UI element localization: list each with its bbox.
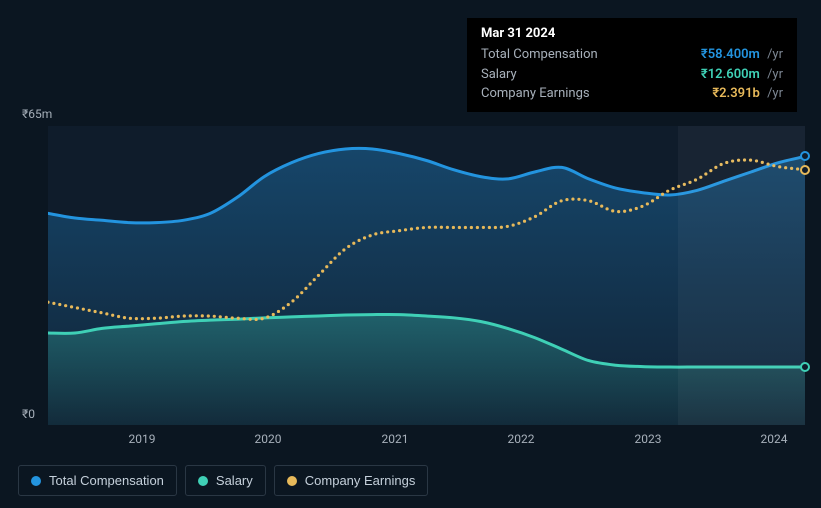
x-axis-tick: 2024 <box>761 432 788 446</box>
x-axis-tick: 2021 <box>382 432 409 446</box>
legend: Total Compensation Salary Company Earnings <box>18 465 428 496</box>
legend-dot-icon <box>198 476 208 486</box>
tooltip-row-value: ₹12.600m /yr <box>701 65 783 85</box>
legend-label: Salary <box>216 473 253 488</box>
chart-container: Mar 31 2024 Total Compensation ₹58.400m /… <box>0 0 821 508</box>
legend-item[interactable]: Salary <box>185 465 266 496</box>
x-axis-tick: 2023 <box>635 432 662 446</box>
tooltip-row-value: ₹2.391b /yr <box>712 84 783 104</box>
highlight-band <box>678 126 805 425</box>
tooltip-row: Company Earnings ₹2.391b /yr <box>481 84 783 104</box>
tooltip-title: Mar 31 2024 <box>481 26 783 41</box>
x-axis-tick: 2019 <box>129 432 156 446</box>
x-axis-tick: 2022 <box>508 432 535 446</box>
tooltip-row-label: Salary <box>481 65 517 85</box>
tooltip-row: Total Compensation ₹58.400m /yr <box>481 45 783 65</box>
marker-company-earnings <box>800 165 810 175</box>
marker-salary <box>800 362 810 372</box>
tooltip-row-value: ₹58.400m /yr <box>701 45 783 65</box>
x-axis: 2019 2020 2021 2022 2023 2024 <box>0 432 821 448</box>
x-axis-tick: 2020 <box>255 432 282 446</box>
plot-area[interactable] <box>48 126 805 425</box>
tooltip-row: Salary ₹12.600m /yr <box>481 65 783 85</box>
y-axis-max-label: ₹65m <box>22 107 52 121</box>
tooltip-row-label: Total Compensation <box>481 45 598 65</box>
legend-item[interactable]: Total Compensation <box>18 465 177 496</box>
legend-dot-icon <box>31 476 41 486</box>
legend-label: Total Compensation <box>49 473 164 488</box>
marker-total-compensation <box>800 151 810 161</box>
legend-dot-icon <box>287 476 297 486</box>
y-axis-min-label: ₹0 <box>22 407 35 421</box>
tooltip-row-label: Company Earnings <box>481 84 590 104</box>
legend-item[interactable]: Company Earnings <box>274 465 429 496</box>
tooltip: Mar 31 2024 Total Compensation ₹58.400m /… <box>467 18 797 112</box>
legend-label: Company Earnings <box>305 473 416 488</box>
